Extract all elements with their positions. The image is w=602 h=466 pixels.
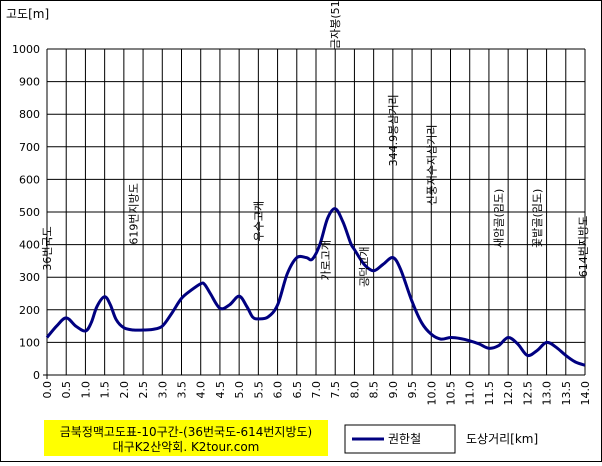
- x-tick-label: 3.5: [176, 381, 189, 399]
- x-axis-ticks: 0.0 0.5 1.0 1.5 2.0 2.5 3.0 3.5 4.0 4.5 5.0 5.5 6.0 6…: [41, 381, 592, 406]
- x-tick-label: 10.0: [425, 381, 438, 406]
- annotation-label: 금자봉(510봉,오서산삼거리): [329, 0, 342, 49]
- x-tick-label: 12.5: [521, 381, 534, 406]
- x-tick-label: 8.0: [348, 381, 361, 399]
- annotation-label: 619번지방도: [127, 183, 140, 244]
- x-axis-label: 도상거리[km]: [466, 432, 538, 446]
- x-tick-label: 2.5: [137, 381, 150, 399]
- y-axis-ticks: 0 100 200 300 400 500 600 700 800 900 1000: [12, 43, 40, 382]
- y-tick-label: 600: [19, 173, 40, 186]
- y-tick-label: 500: [19, 206, 40, 219]
- y-tick-label: 0: [33, 369, 40, 382]
- annotation-label: 36번국도: [41, 226, 54, 270]
- series-line-0: [45, 207, 586, 367]
- x-tick-label: 4.0: [195, 381, 208, 399]
- y-tick-label: 200: [19, 304, 40, 317]
- y-tick-label: 100: [19, 336, 40, 349]
- x-tick-label: 13.5: [560, 381, 573, 406]
- y-tick-label: 900: [19, 76, 40, 89]
- y-tick-label: 800: [19, 108, 40, 121]
- chart-subtitle: 대구K2산악회. K2tour.com: [113, 440, 260, 454]
- x-tick-label: 7.0: [310, 381, 323, 399]
- x-tick-label: 9.5: [406, 381, 419, 399]
- annotation-label: 344.9봉삼거리: [387, 94, 400, 166]
- x-tick-label: 12.0: [502, 381, 515, 406]
- x-tick-label: 1.0: [79, 381, 92, 399]
- y-tick-label: 300: [19, 271, 40, 284]
- annotation-label: 새암골(임도): [493, 189, 506, 248]
- x-tick-label: 10.5: [445, 381, 458, 406]
- x-tick-label: 7.5: [329, 381, 342, 399]
- x-tick-label: 0.0: [41, 381, 54, 399]
- x-tick-label: 4.5: [214, 381, 227, 399]
- legend-entry: 권한철: [388, 432, 421, 446]
- chart-title: 금북정맥고도표-10구간-(36번국도-614번지방도): [60, 425, 312, 439]
- x-tick-label: 8.5: [368, 381, 381, 399]
- x-tick-label: 14.0: [579, 381, 592, 406]
- y-tick-label: 1000: [12, 43, 40, 56]
- x-tick-label: 13.0: [541, 381, 554, 406]
- annotation-label: 우수고개: [252, 201, 265, 241]
- x-tick-label: 5.5: [252, 381, 265, 399]
- annotation-label: 신풍저수지삼거리: [425, 125, 438, 206]
- annotation-label: 가로고개: [320, 240, 333, 280]
- x-tick-label: 1.5: [99, 381, 112, 399]
- annotation-label: 꽃밭골(임도): [531, 189, 544, 248]
- x-tick-label: 2.0: [118, 381, 131, 399]
- annotation-label: 614번지방도: [577, 216, 590, 277]
- y-tick-label: 700: [19, 141, 40, 154]
- x-tick-label: 3.0: [156, 381, 169, 399]
- x-tick-label: 11.5: [483, 381, 496, 406]
- y-axis-label: 고도[m]: [6, 7, 49, 21]
- x-tick-label: 9.0: [387, 381, 400, 399]
- x-tick-label: 5.0: [233, 381, 246, 399]
- x-tick-label: 6.0: [272, 381, 285, 399]
- title-box: [44, 420, 328, 456]
- y-tick-label: 400: [19, 239, 40, 252]
- series-layer: [45, 207, 586, 367]
- x-tick-label: 0.5: [60, 381, 73, 399]
- x-tick-label: 11.0: [464, 381, 477, 406]
- x-tick-label: 6.5: [291, 381, 304, 399]
- grid: [43, 48, 586, 379]
- annotation-label: 공덕고개: [358, 246, 371, 286]
